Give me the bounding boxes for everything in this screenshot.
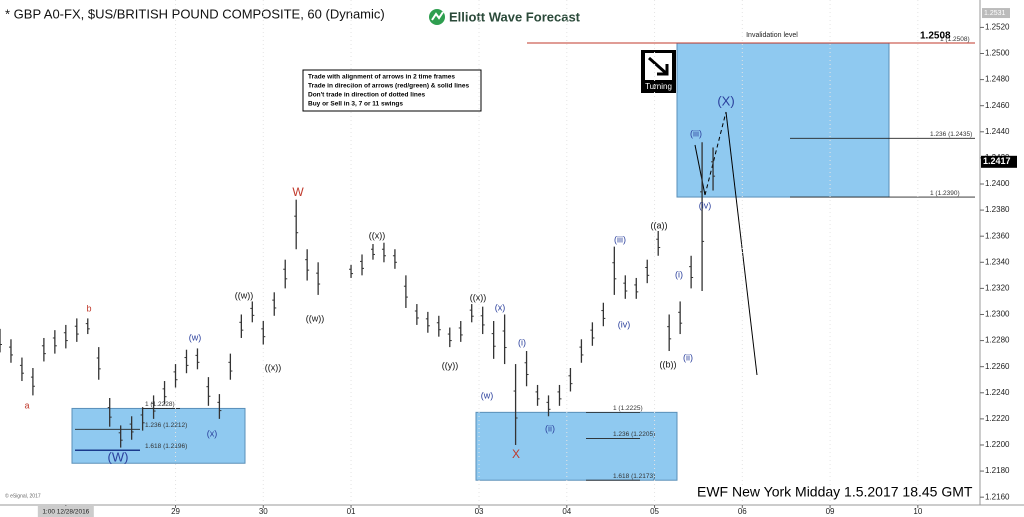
wave-label: (iv): [618, 319, 631, 329]
wave-label: (x): [207, 428, 218, 438]
fib-label: 1 (1.2390): [930, 190, 960, 197]
copyright: © eSignal, 2017: [5, 492, 41, 499]
y-tick-label: 1.2500: [985, 49, 1010, 58]
wave-label: (i): [675, 269, 683, 279]
fib-label: 1.236 (1.2435): [930, 131, 972, 138]
fib-label: 1 (1.2225): [613, 405, 643, 412]
notes-frame: [302, 69, 482, 112]
zone: [676, 42, 890, 198]
x-tick-label: 04: [562, 507, 571, 516]
turning-icon: Turning: [641, 50, 676, 93]
wave-label: (i): [518, 337, 526, 347]
y-tick-label: 1.2360: [985, 231, 1010, 240]
wave-label: ((b)): [660, 359, 677, 369]
last-price-label: 1.2417: [983, 156, 1011, 166]
x-start-box: [37, 506, 94, 517]
chart-title: * GBP A0-FX, $US/BRITISH POUND COMPOSITE…: [5, 6, 385, 21]
invalidation-price: 1.2508: [920, 31, 951, 42]
wave-label: ((w)): [235, 290, 254, 300]
wave-label: (x): [495, 302, 506, 312]
brand: Elliott Wave Forecast: [449, 9, 581, 24]
last-price-box: [981, 155, 1017, 168]
icon-label: Turning: [645, 82, 672, 91]
wave-label: (X): [717, 93, 734, 108]
logo: Elliott Wave Forecast: [429, 9, 581, 25]
note: Buy or Sell in 3, 7 or 11 swings: [308, 101, 403, 108]
y-tick-label: 1.2160: [985, 492, 1010, 501]
fib-label: 1 (1.2228): [145, 401, 175, 408]
x-tick-label: 06: [738, 507, 747, 516]
note: Don't trade in direction of dotted lines: [308, 92, 425, 99]
y-tick-label: 1.2340: [985, 257, 1010, 266]
y-tick-label: 1.2460: [985, 101, 1010, 110]
wave-label: (w): [189, 332, 202, 342]
x-tick-label: 1:00 12/28/2016: [42, 509, 89, 516]
note: Trade in direction of arrows (red/green)…: [308, 83, 469, 90]
wave-label: (iii): [690, 128, 702, 138]
y-tick-label: 1.2280: [985, 336, 1010, 345]
projection-line: [694, 144, 706, 196]
fib-label: 1.236 (1.2212): [145, 422, 187, 429]
fib-label: 1 (1.2508): [940, 36, 970, 43]
fib-label: 1.236 (1.2205): [613, 431, 655, 438]
fib-label: 1.618 (1.2173): [613, 473, 655, 480]
wave-label: (ii): [545, 423, 555, 433]
wave-label: ((x)): [369, 230, 386, 240]
logo-icon: [429, 9, 445, 25]
wave-label: ((a)): [651, 220, 668, 230]
top-price-label: 1.2531: [984, 10, 1006, 17]
icon-arrow: [648, 56, 669, 76]
y-tick-label: 1.2240: [985, 388, 1010, 397]
note: Trade with alignment of arrows in 2 time…: [308, 74, 455, 81]
x-tick-label: 05: [650, 507, 659, 516]
wave-label: ((w)): [306, 313, 325, 323]
zone: [475, 411, 678, 481]
projection: [694, 111, 758, 376]
wave-label: ((x)): [265, 362, 282, 372]
y-tick-label: 1.2520: [985, 23, 1010, 32]
y-tick-label: 1.2320: [985, 283, 1010, 292]
fib-label: 1.618 (1.2196): [145, 443, 187, 450]
top-price-box: [982, 8, 1010, 19]
y-tick-label: 1.2380: [985, 205, 1010, 214]
y-tick-label: 1.2300: [985, 310, 1010, 319]
wave-label: a: [24, 400, 29, 410]
invalidation-text: Invalidation level: [746, 32, 798, 39]
wave-label: (iv): [699, 200, 712, 210]
x-tick-label: 09: [826, 507, 835, 516]
zone: [71, 407, 246, 464]
notes-box: Trade with alignment of arrows in 2 time…: [302, 69, 482, 112]
zones: [71, 42, 890, 481]
y-tick-label: 1.2180: [985, 466, 1010, 475]
y-tick-label: 1.2260: [985, 362, 1010, 371]
x-tick-label: 29: [171, 507, 180, 516]
y-tick-label: 1.2440: [985, 127, 1010, 136]
y-tick-label: 1.2400: [985, 179, 1010, 188]
wave-label: ((y)): [442, 360, 459, 370]
x-tick-label: 10: [913, 507, 922, 516]
y-tick-label: 1.2480: [985, 75, 1010, 84]
wave-label: (ii): [683, 352, 693, 362]
wave-label: ((x)): [470, 292, 487, 302]
wave-label: b: [86, 303, 91, 313]
wave-label: (W): [108, 449, 129, 464]
footer: EWF New York Midday 1.5.2017 18.45 GMT: [697, 484, 973, 500]
wave-label: X: [512, 447, 520, 461]
x-tick-label: 03: [475, 507, 484, 516]
wave-label: (iii): [614, 234, 626, 244]
x-tick-label: 30: [259, 507, 268, 516]
wave-label: W: [292, 185, 304, 199]
x-tick-label: 01: [347, 507, 356, 516]
y-tick-label: 1.2220: [985, 414, 1010, 423]
logo-arrow: [431, 11, 444, 21]
wave-label: (w): [481, 390, 494, 400]
y-tick-label: 1.2200: [985, 440, 1010, 449]
projection-line: [725, 111, 758, 376]
projection-dashed: [704, 111, 727, 196]
